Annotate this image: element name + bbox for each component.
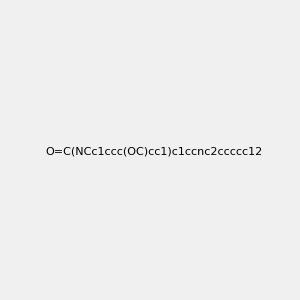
Text: O=C(NCc1ccc(OC)cc1)c1ccnc2ccccc12: O=C(NCc1ccc(OC)cc1)c1ccnc2ccccc12 — [45, 146, 262, 157]
